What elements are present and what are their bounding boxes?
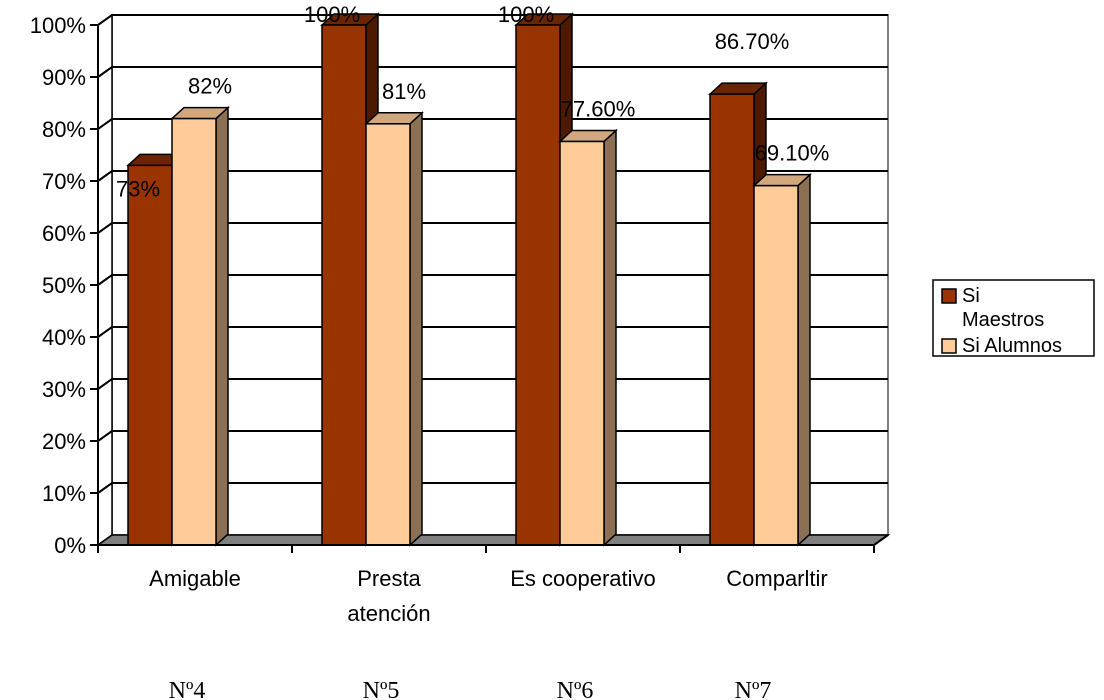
gridline xyxy=(97,14,888,26)
labels: 0% 10% 20% 30% 40% 50% 60% 70% 80% 90% 100% 73% 82% 1… xyxy=(30,2,830,700)
data-label-0-1: 82% xyxy=(188,74,232,99)
x-tick-label-1: atención xyxy=(347,601,430,626)
item-number-2: Nº6 xyxy=(557,678,594,700)
data-label-0-0: 73% xyxy=(116,176,160,201)
y-tick-label: 60% xyxy=(42,221,86,246)
bar-3-1 xyxy=(753,184,799,546)
bar-1-0 xyxy=(321,24,367,546)
y-tick-label: 100% xyxy=(30,13,86,38)
bar-1-1 xyxy=(365,123,411,546)
bars xyxy=(126,12,812,547)
gridlines xyxy=(97,14,888,494)
gridline xyxy=(97,378,888,390)
x-tick-label-1: Presta xyxy=(357,566,421,591)
x-tick-label-3: Comparltir xyxy=(726,566,827,591)
gridline xyxy=(97,118,888,130)
bar-2-1 xyxy=(559,140,605,546)
y-tick-label: 80% xyxy=(42,117,86,142)
data-label-1-1: 81% xyxy=(382,79,426,104)
y-tick-label: 0% xyxy=(54,533,86,558)
item-number-0: Nº4 xyxy=(169,678,206,700)
gridline xyxy=(97,66,888,78)
gridline xyxy=(97,274,888,286)
y-tick-label: 90% xyxy=(42,65,86,90)
bar-0-1 xyxy=(171,117,217,546)
data-label-2-0: 100% xyxy=(498,2,554,27)
x-tick-label-0: Amigable xyxy=(149,566,241,591)
gridline xyxy=(97,430,888,442)
bar-2-0 xyxy=(515,24,561,546)
bar-0-0 xyxy=(127,164,173,546)
y-tick-label: 70% xyxy=(42,169,86,194)
gridline xyxy=(97,326,888,338)
item-number-3: Nº7 xyxy=(735,678,772,700)
gridline xyxy=(97,170,888,182)
bar-side-0-1 xyxy=(215,105,229,547)
x-tick-label-2: Es cooperativo xyxy=(510,566,656,591)
y-tick-label: 30% xyxy=(42,377,86,402)
y-tick-label: 20% xyxy=(42,429,86,454)
data-label-1-0: 100% xyxy=(304,2,360,27)
item-number-1: Nº5 xyxy=(363,678,400,700)
gridline xyxy=(97,482,888,494)
bar-3-0 xyxy=(709,93,755,546)
x-axis-end xyxy=(873,534,889,546)
bar-side-2-1 xyxy=(603,128,617,547)
bar-side-3-1 xyxy=(797,172,811,547)
data-label-3-0: 86.70% xyxy=(715,29,790,54)
bar-side-1-1 xyxy=(409,111,423,547)
legend-label-1: Si Alumnos xyxy=(962,335,1062,357)
data-label-2-1: 77.60% xyxy=(561,96,636,121)
gridline xyxy=(97,222,888,234)
axes xyxy=(90,24,889,553)
legend-swatch-1 xyxy=(941,338,957,354)
legend-label-0: Maestros xyxy=(962,309,1044,331)
y-tick-label: 40% xyxy=(42,325,86,350)
y-tick-label: 50% xyxy=(42,273,86,298)
data-label-3-1: 69.10% xyxy=(755,141,830,166)
legend-swatch-0 xyxy=(941,288,957,304)
legend-box xyxy=(932,279,1095,357)
legend-label-0: Si xyxy=(962,285,980,307)
y-tick-label: 10% xyxy=(42,481,86,506)
